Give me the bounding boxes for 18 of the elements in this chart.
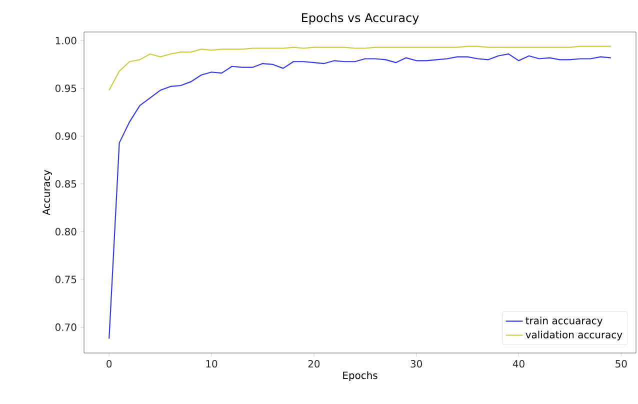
x-tick-label: 0 [106,360,112,368]
y-tick-label: 0.95 [55,84,76,92]
y-tick-label: 1.00 [56,36,76,44]
legend-label: validation accuracy [526,330,622,340]
x-tick-label: 10 [206,360,218,368]
y-tick-label: 0.90 [55,132,76,140]
y-tick-label: 0.75 [55,276,76,284]
x-tick-label: 30 [410,360,422,368]
legend-label: train accuaracy [526,316,602,326]
y-tick-label: 0.85 [55,180,76,188]
x-tick-label: 50 [616,360,627,368]
y-axis-title: Accuracy [42,170,52,216]
chart-title: Epochs vs Accuracy [302,12,419,24]
x-tick-label: 40 [512,360,524,368]
y-tick-label: 0.70 [55,323,76,331]
y-tick-label: 0.80 [55,228,76,236]
x-tick-label: 20 [308,360,320,368]
x-axis-title: Epochs [343,371,378,382]
